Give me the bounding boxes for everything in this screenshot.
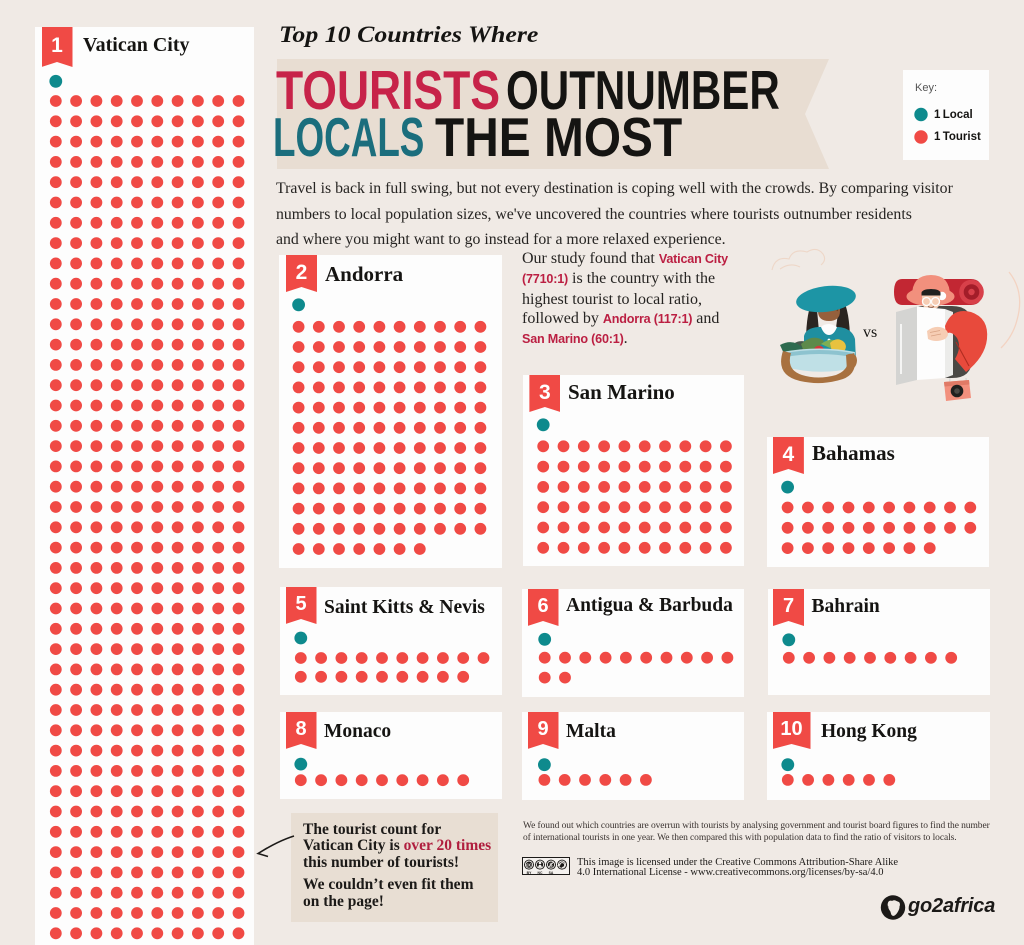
svg-text:cc: cc <box>526 863 532 869</box>
svg-text:BY: BY <box>527 871 532 875</box>
svg-text:SA: SA <box>549 871 554 875</box>
svg-text:NC: NC <box>538 871 543 875</box>
svg-text:$: $ <box>549 862 553 869</box>
